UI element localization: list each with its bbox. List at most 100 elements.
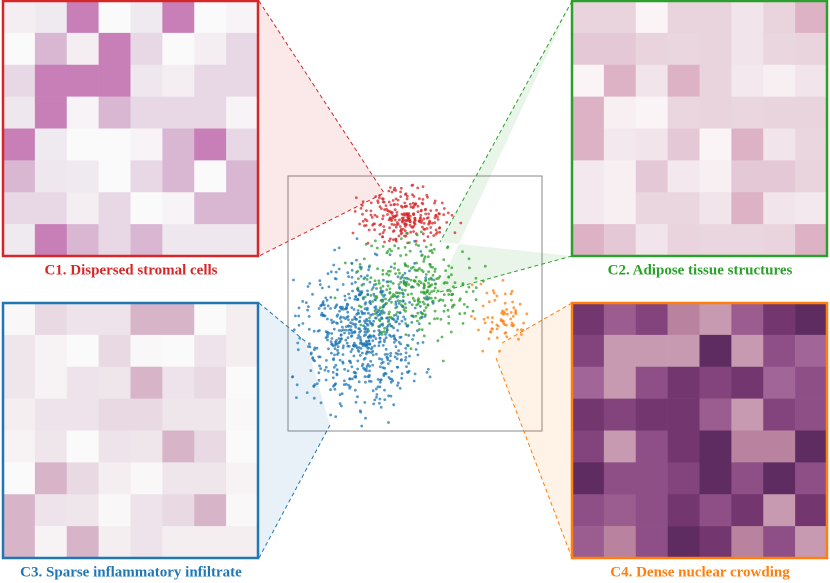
embedding-point xyxy=(378,401,381,405)
embedding-point xyxy=(385,330,389,334)
embedding-point xyxy=(416,210,420,214)
tissue-tile xyxy=(699,334,732,368)
embedding-point xyxy=(383,240,386,244)
embedding-point xyxy=(495,294,499,298)
embedding-point xyxy=(329,388,332,392)
embedding-point xyxy=(369,209,373,213)
embedding-point xyxy=(386,209,390,213)
embedding-point xyxy=(424,273,428,276)
embedding-point xyxy=(350,261,354,265)
embedding-point xyxy=(453,231,457,235)
embedding-point xyxy=(337,267,341,271)
embedding-point xyxy=(405,219,408,223)
tissue-tile xyxy=(34,398,68,431)
embedding-point xyxy=(360,424,364,428)
tissue-tile xyxy=(731,128,764,161)
embedding-point xyxy=(419,230,423,234)
panel-frame xyxy=(1,301,260,560)
embedding-point xyxy=(330,332,334,335)
embedding-point xyxy=(384,336,388,340)
embedding-point xyxy=(458,312,462,316)
embedding-point xyxy=(355,271,358,274)
embedding-point xyxy=(381,235,384,239)
embedding-point xyxy=(434,296,437,300)
tissue-tile xyxy=(98,160,131,193)
tissue-tile xyxy=(795,462,828,495)
tissue-tile xyxy=(162,128,195,161)
embedding-point xyxy=(377,318,381,322)
embedding-point xyxy=(325,298,329,302)
embedding-point xyxy=(421,341,425,344)
tissue-tile xyxy=(763,366,796,399)
embedding-point xyxy=(394,197,398,201)
tissue-tile xyxy=(3,303,36,336)
tissue-tile xyxy=(98,334,131,368)
tissue-tile xyxy=(3,1,36,34)
embedding-point xyxy=(411,265,415,269)
tissue-tile xyxy=(98,192,131,225)
tissue-tile xyxy=(130,398,163,431)
tissue-tile xyxy=(731,192,764,225)
embedding-point xyxy=(322,313,326,317)
embedding-point xyxy=(383,228,386,232)
embedding-point xyxy=(424,212,428,216)
tissue-tile xyxy=(572,526,605,559)
embedding-point xyxy=(361,212,364,216)
embedding-point xyxy=(416,311,420,315)
embedding-point xyxy=(350,331,354,335)
tissue-tile xyxy=(162,398,195,431)
embedding-point xyxy=(363,276,367,280)
tissue-tile xyxy=(162,160,195,193)
embedding-point xyxy=(416,204,420,208)
embedding-point xyxy=(350,347,354,351)
embedding-point xyxy=(356,349,360,352)
embedding-point xyxy=(417,244,420,248)
links xyxy=(258,0,573,559)
embedding-point xyxy=(399,195,403,199)
embedding-point xyxy=(411,193,414,197)
tissue-tile xyxy=(98,64,131,97)
tissue-tile xyxy=(635,494,668,527)
embedding-point xyxy=(386,352,389,356)
embedding-point xyxy=(479,282,483,286)
embedding-point xyxy=(414,348,418,351)
embedding-point xyxy=(511,300,514,304)
embedding-point xyxy=(372,329,376,333)
tissue-tile xyxy=(635,1,668,34)
embedding-point xyxy=(417,297,420,300)
tissue-tile xyxy=(731,32,764,66)
embedding-point xyxy=(481,349,485,353)
embedding-point xyxy=(398,386,402,390)
embedding-point xyxy=(390,369,394,373)
embedding-point xyxy=(334,270,338,274)
embedding-point xyxy=(398,322,401,326)
tissue-tile xyxy=(3,430,36,463)
embedding-point xyxy=(389,203,393,207)
tissue-tile xyxy=(66,398,99,431)
tissue-tile xyxy=(34,526,68,559)
tissue-tile xyxy=(130,128,163,161)
embedding-point xyxy=(338,309,341,313)
embedding-point xyxy=(388,217,392,221)
embedding-point xyxy=(379,405,383,409)
embedding-point xyxy=(342,383,346,386)
embedding-point xyxy=(301,300,305,303)
tissue-tile xyxy=(699,1,732,34)
embedding-point xyxy=(382,200,386,204)
embedding-point xyxy=(357,293,361,297)
tissue-tile xyxy=(66,96,99,129)
link-fill xyxy=(259,1,384,256)
tissue-tile xyxy=(226,494,259,527)
embedding-point xyxy=(399,352,403,356)
embedding-point xyxy=(350,275,354,279)
embedding-point xyxy=(399,358,403,362)
tissue-tile xyxy=(66,430,99,463)
embedding-point xyxy=(428,292,431,296)
embedding-point xyxy=(389,210,392,214)
embedding-point xyxy=(356,367,359,371)
tissue-tile xyxy=(572,224,605,257)
embedding-point xyxy=(411,338,414,341)
embedding-point xyxy=(433,221,437,225)
embedding-point xyxy=(360,290,364,293)
tissue-tile xyxy=(795,224,828,257)
